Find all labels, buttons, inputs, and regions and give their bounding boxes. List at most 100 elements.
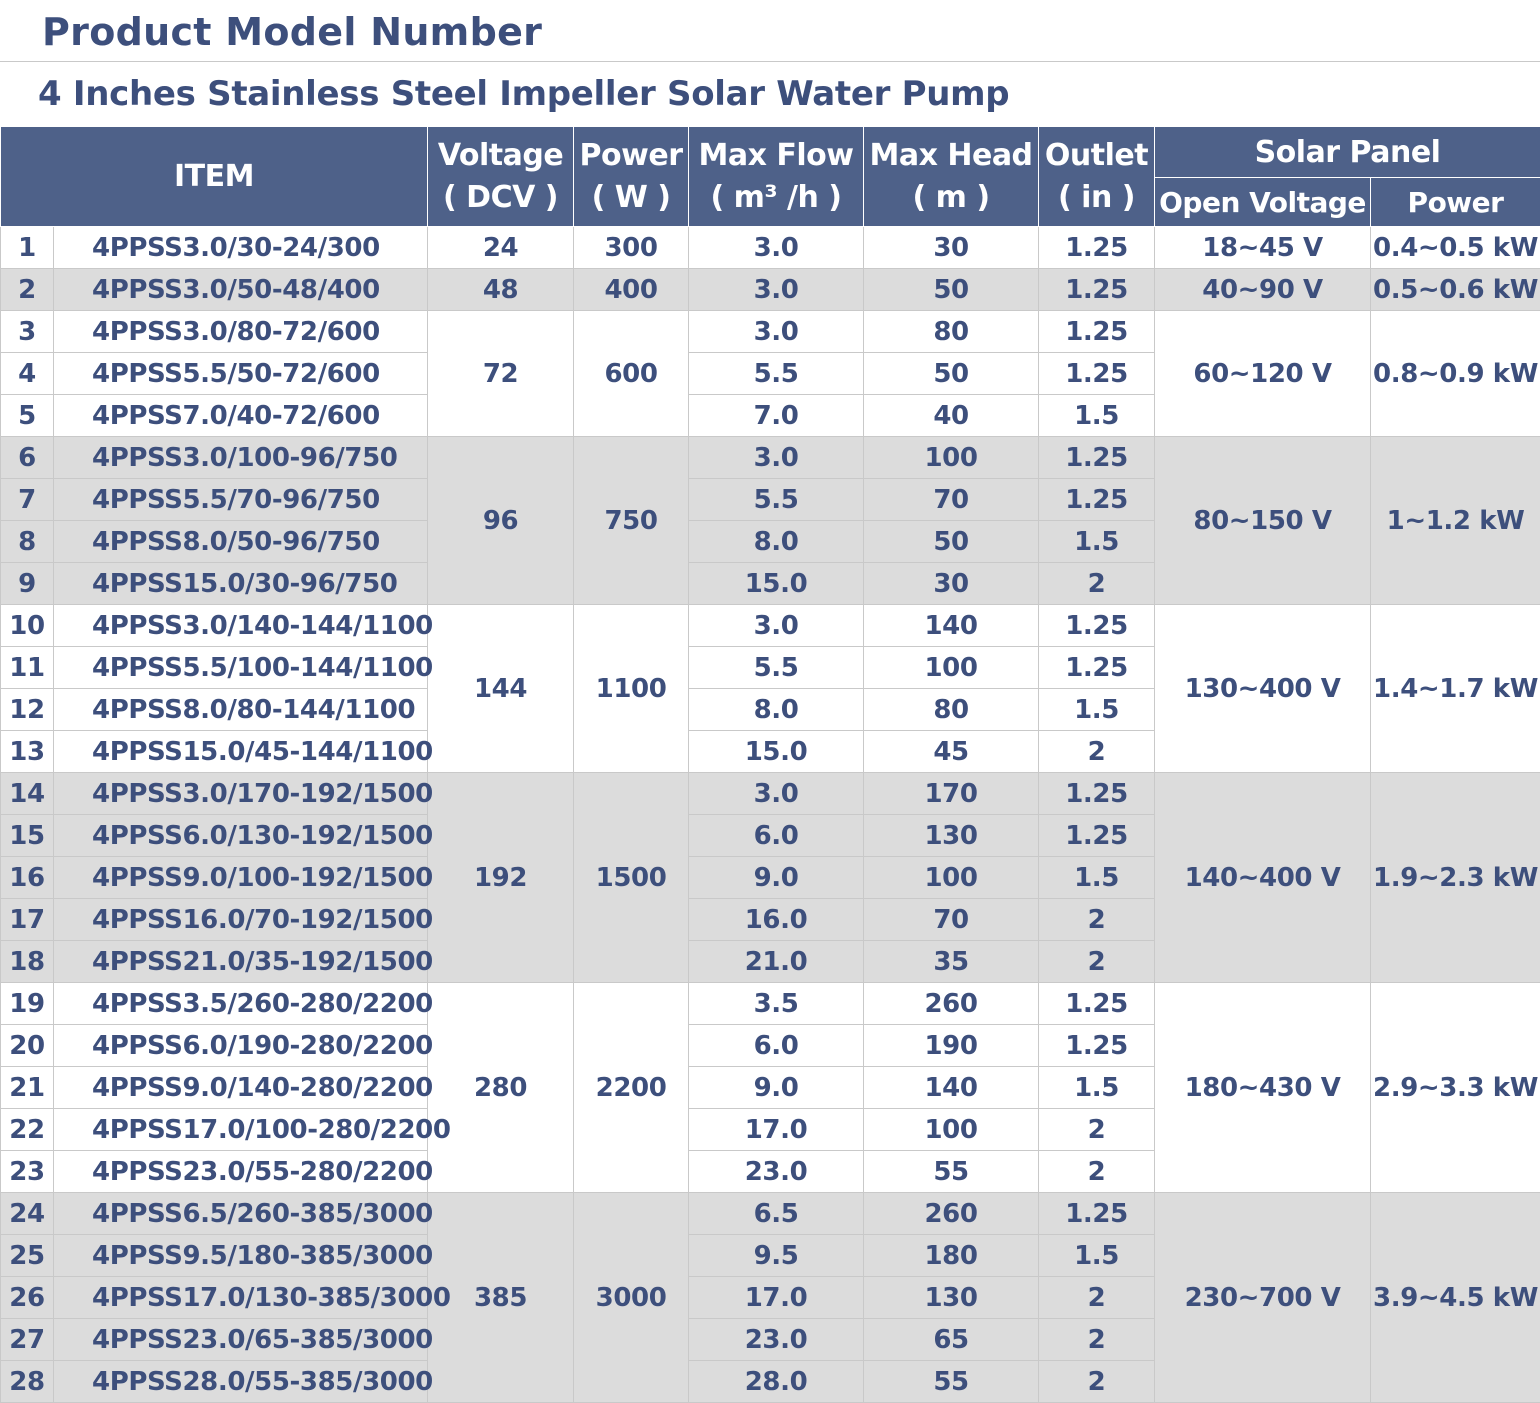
max-head-cell: 170 (864, 773, 1039, 815)
power-header: Power ( W ) (574, 127, 689, 227)
max-head-cell: 100 (864, 647, 1039, 689)
outlet-cell: 2 (1039, 1361, 1155, 1403)
max-flow-cell: 8.0 (689, 521, 864, 563)
model-number: 4PPSS21.0/35-192/1500 (54, 941, 428, 983)
max-flow-cell: 28.0 (689, 1361, 864, 1403)
max-head-cell: 65 (864, 1319, 1039, 1361)
max-head-cell: 35 (864, 941, 1039, 983)
outlet-header-label: Outlet (1039, 135, 1154, 177)
outlet-cell: 1.25 (1039, 773, 1155, 815)
max-head-cell: 130 (864, 815, 1039, 857)
outlet-cell: 2 (1039, 731, 1155, 773)
power-cell: 750 (574, 437, 689, 605)
max-head-cell: 100 (864, 1109, 1039, 1151)
outlet-cell: 1.25 (1039, 815, 1155, 857)
solar-panel-header: Solar Panel (1155, 127, 1540, 178)
model-number: 4PPSS7.0/40-72/600 (54, 395, 428, 437)
outlet-cell: 1.25 (1039, 1025, 1155, 1067)
panel-power-cell: 1~1.2 kW (1371, 437, 1540, 605)
max-head-cell: 180 (864, 1235, 1039, 1277)
outlet-cell: 1.25 (1039, 1193, 1155, 1235)
open-voltage-cell: 40~90 V (1155, 269, 1371, 311)
row-number: 19 (1, 983, 54, 1025)
outlet-cell: 1.25 (1039, 479, 1155, 521)
outlet-cell: 1.25 (1039, 605, 1155, 647)
power-cell: 1500 (574, 773, 689, 983)
outlet-cell: 1.5 (1039, 1235, 1155, 1277)
row-number: 20 (1, 1025, 54, 1067)
max-head-cell: 70 (864, 479, 1039, 521)
model-number: 4PPSS3.0/170-192/1500 (54, 773, 428, 815)
row-number: 9 (1, 563, 54, 605)
panel-power-cell: 2.9~3.3 kW (1371, 983, 1540, 1193)
model-number: 4PPSS5.5/100-144/1100 (54, 647, 428, 689)
max-flow-cell: 6.5 (689, 1193, 864, 1235)
row-number: 8 (1, 521, 54, 563)
model-number: 4PPSS6.0/130-192/1500 (54, 815, 428, 857)
row-number: 2 (1, 269, 54, 311)
model-number: 4PPSS3.5/260-280/2200 (54, 983, 428, 1025)
max-flow-cell: 3.0 (689, 269, 864, 311)
outlet-cell: 2 (1039, 563, 1155, 605)
max-flow-cell: 5.5 (689, 647, 864, 689)
max-flow-cell: 21.0 (689, 941, 864, 983)
outlet-cell: 1.5 (1039, 689, 1155, 731)
model-number: 4PPSS5.5/70-96/750 (54, 479, 428, 521)
voltage-header: Voltage ( DCV ) (428, 127, 574, 227)
voltage-cell: 48 (428, 269, 574, 311)
panel-power-cell: 1.4~1.7 kW (1371, 605, 1540, 773)
model-number: 4PPSS3.0/100-96/750 (54, 437, 428, 479)
item-header: ITEM (1, 127, 428, 227)
max-head-cell: 45 (864, 731, 1039, 773)
row-number: 11 (1, 647, 54, 689)
outlet-cell: 1.5 (1039, 857, 1155, 899)
voltage-header-label: Voltage (428, 135, 573, 177)
voltage-cell: 144 (428, 605, 574, 773)
open-voltage-cell: 80~150 V (1155, 437, 1371, 605)
outlet-cell: 1.25 (1039, 647, 1155, 689)
outlet-cell: 2 (1039, 899, 1155, 941)
max-flow-cell: 9.5 (689, 1235, 864, 1277)
max-head-cell: 70 (864, 899, 1039, 941)
max-head-header-unit: ( m ) (864, 177, 1038, 219)
open-voltage-cell: 60~120 V (1155, 311, 1371, 437)
model-number: 4PPSS17.0/100-280/2200 (54, 1109, 428, 1151)
max-flow-cell: 8.0 (689, 689, 864, 731)
panel-power-cell: 1.9~2.3 kW (1371, 773, 1540, 983)
outlet-header: Outlet ( in ) (1039, 127, 1155, 227)
power-header-unit: ( W ) (574, 177, 688, 219)
outlet-cell: 1.5 (1039, 1067, 1155, 1109)
model-number: 4PPSS23.0/65-385/3000 (54, 1319, 428, 1361)
max-flow-header-unit: ( m³ /h ) (689, 177, 863, 219)
max-flow-cell: 3.0 (689, 311, 864, 353)
model-number: 4PPSS16.0/70-192/1500 (54, 899, 428, 941)
max-flow-cell: 3.0 (689, 227, 864, 269)
max-head-cell: 55 (864, 1361, 1039, 1403)
panel-power-cell: 0.4~0.5 kW (1371, 227, 1540, 269)
row-number: 13 (1, 731, 54, 773)
power-cell: 400 (574, 269, 689, 311)
max-head-cell: 80 (864, 689, 1039, 731)
model-number: 4PPSS6.0/190-280/2200 (54, 1025, 428, 1067)
model-number: 4PPSS3.0/80-72/600 (54, 311, 428, 353)
outlet-cell: 1.25 (1039, 437, 1155, 479)
panel-power-cell: 3.9~4.5 kW (1371, 1193, 1540, 1403)
outlet-cell: 2 (1039, 941, 1155, 983)
max-head-cell: 260 (864, 983, 1039, 1025)
row-number: 22 (1, 1109, 54, 1151)
max-flow-cell: 23.0 (689, 1151, 864, 1193)
model-number: 4PPSS15.0/30-96/750 (54, 563, 428, 605)
outlet-header-unit: ( in ) (1039, 177, 1154, 219)
open-voltage-cell: 230~700 V (1155, 1193, 1371, 1403)
max-flow-cell: 5.5 (689, 353, 864, 395)
max-flow-cell: 3.0 (689, 773, 864, 815)
max-head-cell: 30 (864, 563, 1039, 605)
row-number: 26 (1, 1277, 54, 1319)
